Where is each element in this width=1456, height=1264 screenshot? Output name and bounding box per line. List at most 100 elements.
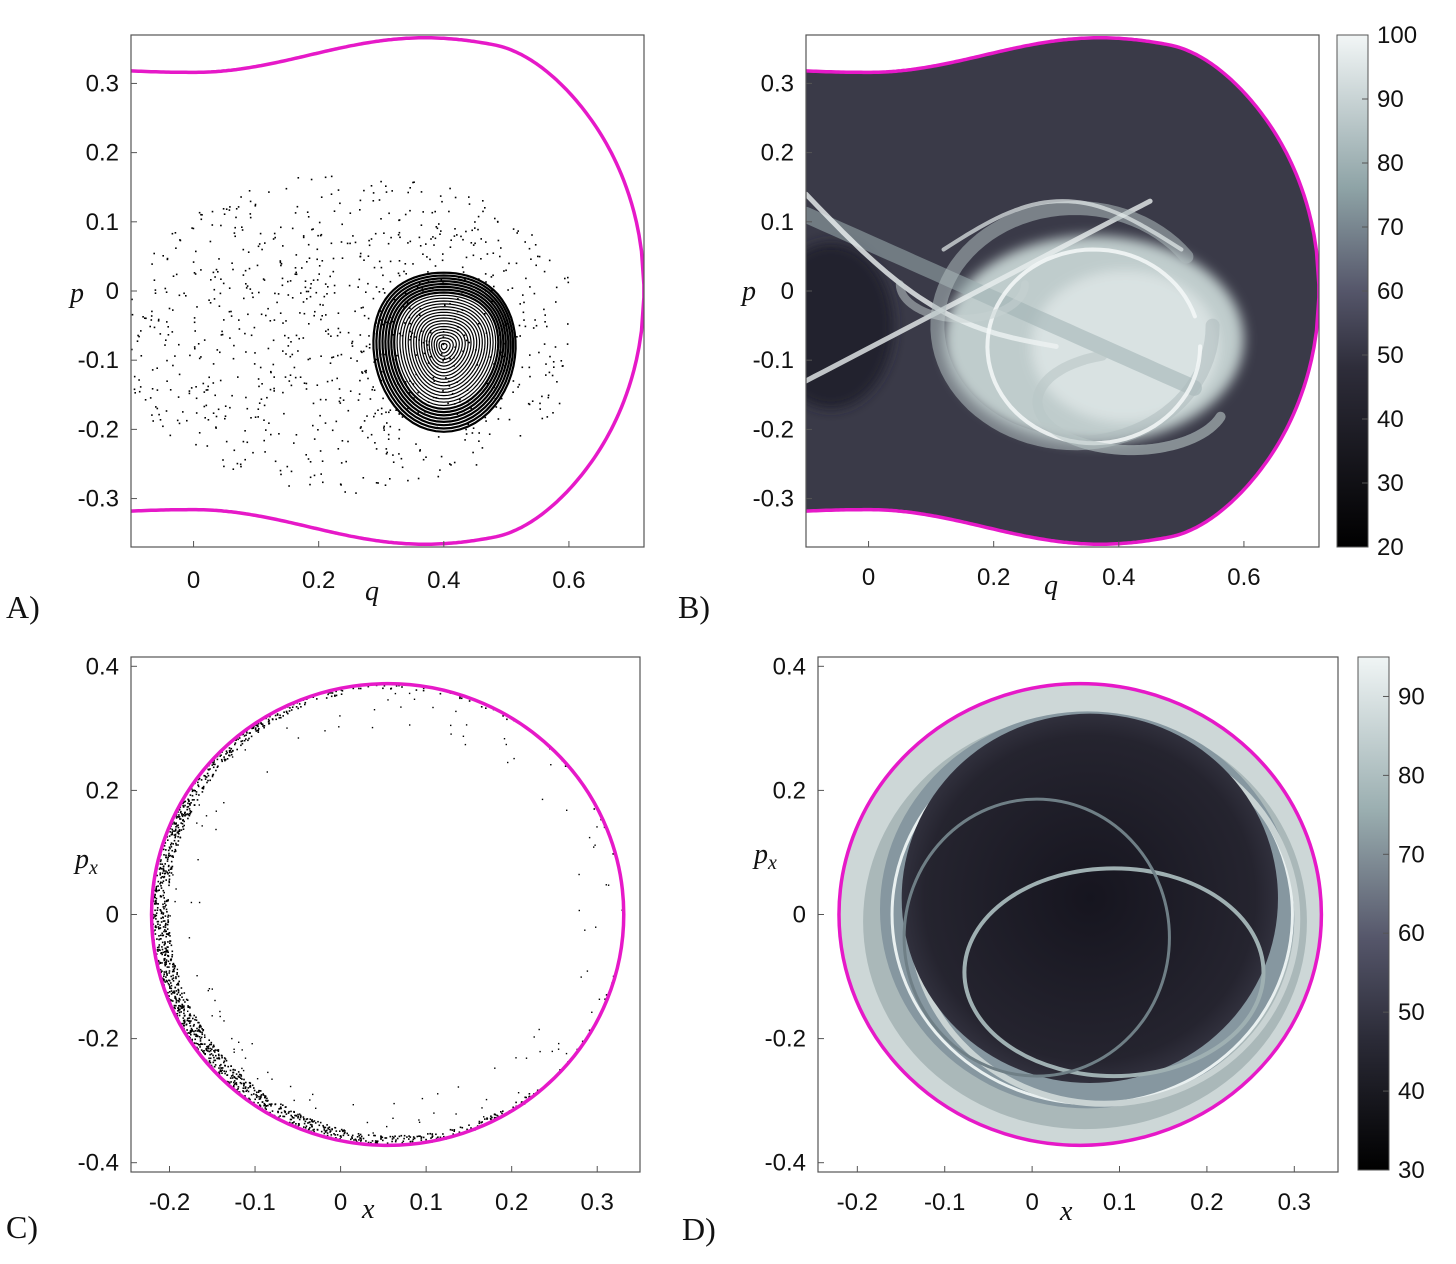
- chaotic-point: [413, 1137, 416, 1139]
- chaotic-point: [256, 264, 259, 267]
- chaotic-point: [163, 944, 166, 946]
- chaotic-point: [167, 951, 169, 953]
- chaotic-point: [240, 196, 242, 198]
- chaotic-point: [431, 1135, 434, 1137]
- chaotic-point: [174, 850, 177, 852]
- chaotic-point: [359, 687, 362, 690]
- chaotic-point: [367, 1141, 370, 1144]
- xlabel-c: x: [361, 1194, 375, 1225]
- chaotic-point: [229, 206, 231, 208]
- chaotic-point: [409, 1140, 412, 1143]
- b-cbar-label: 30: [1377, 470, 1404, 497]
- chaotic-point: [373, 266, 376, 269]
- chaotic-point: [172, 962, 175, 965]
- chaotic-point: [249, 213, 252, 215]
- chaotic-point: [168, 991, 171, 993]
- chaotic-point: [209, 240, 212, 243]
- chaotic-point: [308, 257, 311, 259]
- chaotic-point: [481, 1121, 483, 1123]
- chaotic-point: [460, 697, 463, 700]
- sparse-point: [208, 988, 211, 990]
- chaotic-point: [160, 971, 162, 974]
- chaotic-point: [165, 339, 167, 341]
- chaotic-point: [155, 902, 158, 905]
- chaotic-point: [468, 1124, 470, 1126]
- sparse-point: [400, 706, 402, 708]
- island-orbit: [387, 285, 505, 417]
- chaotic-point: [207, 774, 210, 777]
- a-xtick-label: 0.6: [552, 567, 585, 594]
- chaotic-point: [442, 253, 444, 255]
- chaotic-point: [157, 889, 159, 892]
- chaotic-point: [167, 334, 170, 336]
- chaotic-point: [245, 287, 248, 289]
- sparse-point: [238, 1041, 240, 1043]
- chaotic-point: [163, 907, 165, 910]
- chaotic-point: [200, 1049, 203, 1051]
- chaotic-point: [319, 450, 322, 452]
- island-orbit: [381, 280, 510, 424]
- chaotic-point: [339, 397, 342, 399]
- chaotic-point: [255, 724, 257, 727]
- chaotic-point: [167, 900, 169, 902]
- chaotic-point: [161, 863, 164, 865]
- chaotic-point: [470, 407, 472, 410]
- chaotic-point: [198, 357, 201, 360]
- chaotic-point: [224, 759, 226, 762]
- panel-label-b: B): [678, 589, 710, 625]
- chaotic-point: [219, 379, 222, 382]
- chaotic-point: [363, 189, 365, 192]
- chaotic-point: [330, 695, 333, 698]
- chaotic-point: [524, 325, 527, 328]
- chaotic-point: [193, 1033, 196, 1036]
- sparse-point: [586, 970, 589, 972]
- chaotic-point: [162, 912, 165, 914]
- chaotic-point: [183, 812, 186, 815]
- chaotic-point: [167, 326, 169, 328]
- chaotic-point: [378, 291, 381, 293]
- chaotic-point: [303, 1126, 305, 1128]
- chaotic-point: [409, 187, 411, 189]
- b-cbar-label: 20: [1377, 534, 1404, 561]
- chaotic-point: [396, 354, 398, 357]
- chaotic-point: [387, 433, 390, 436]
- chaotic-point: [149, 325, 151, 328]
- chaotic-point: [230, 747, 233, 750]
- d-ytick-label: -0.2: [765, 1026, 806, 1053]
- chaotic-point: [330, 692, 332, 694]
- chaotic-point: [291, 706, 294, 708]
- chaotic-point: [343, 1132, 346, 1135]
- chaotic-point: [482, 200, 484, 202]
- chaotic-point: [178, 997, 181, 1000]
- chaotic-point: [273, 387, 275, 390]
- chaotic-point: [307, 290, 310, 293]
- sparse-point: [266, 771, 268, 773]
- chaotic-point: [381, 1136, 384, 1139]
- chaotic-point: [440, 230, 442, 232]
- chaotic-point: [157, 950, 159, 952]
- chaotic-point: [282, 1104, 284, 1106]
- chaotic-point: [163, 930, 165, 933]
- chaotic-point: [372, 192, 375, 194]
- chaotic-point: [198, 1036, 201, 1038]
- chaotic-point: [478, 1122, 481, 1125]
- chaotic-point: [171, 950, 174, 953]
- chaotic-point: [416, 286, 419, 288]
- chaotic-point: [399, 236, 401, 239]
- chaotic-point: [320, 318, 322, 321]
- chaotic-point: [391, 1140, 393, 1143]
- chaotic-point: [380, 1138, 382, 1140]
- chaotic-point: [195, 443, 197, 446]
- chaotic-point: [318, 265, 321, 267]
- chaotic-point: [193, 1030, 195, 1033]
- chaotic-point: [205, 1049, 208, 1051]
- chaotic-point: [341, 257, 344, 259]
- chaotic-point: [174, 997, 176, 999]
- chaotic-point: [224, 415, 227, 417]
- chaotic-point: [159, 333, 162, 335]
- chaotic-point: [332, 257, 335, 260]
- c-xtick-label: 0.2: [495, 1189, 528, 1216]
- chaotic-point: [155, 897, 158, 900]
- chaotic-point: [340, 241, 343, 243]
- sparse-point: [539, 1050, 541, 1053]
